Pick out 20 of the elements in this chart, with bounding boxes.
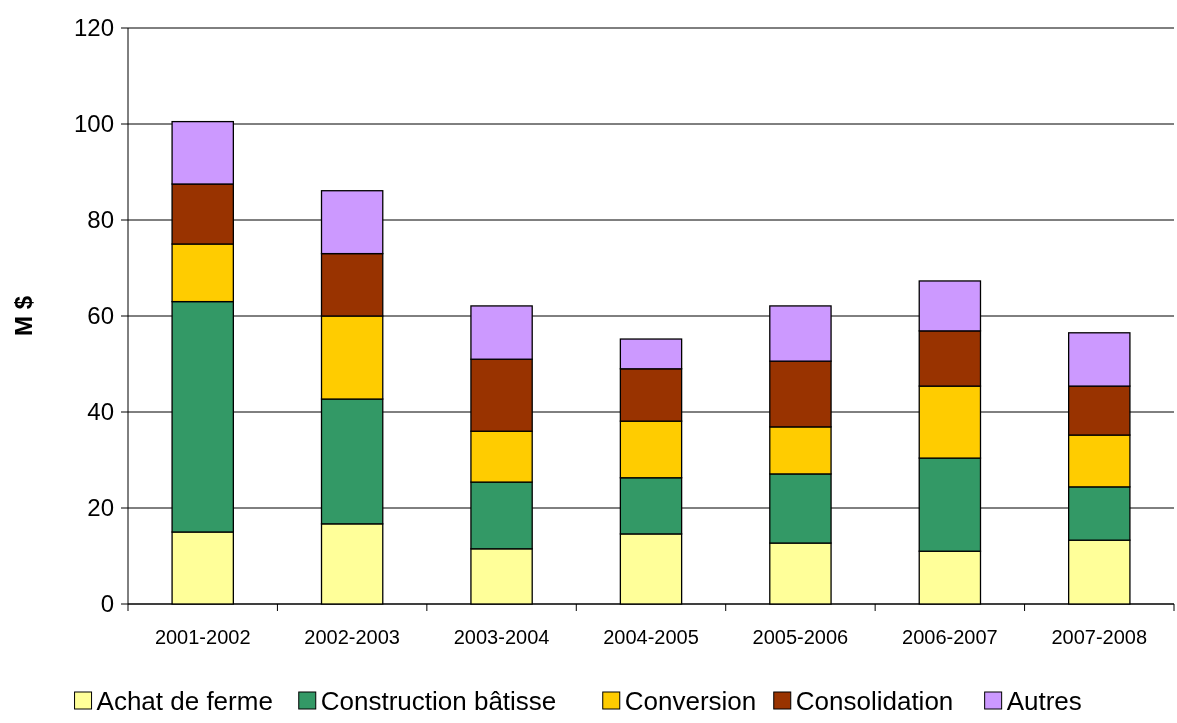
x-tick-label: 2006-2007 bbox=[902, 626, 998, 648]
x-tick-label: 2002-2003 bbox=[304, 626, 400, 648]
y-tick-label: 40 bbox=[87, 398, 114, 426]
y-tick-label: 0 bbox=[100, 590, 114, 618]
legend-label: Conversion bbox=[624, 686, 757, 716]
legend-label: Autres bbox=[1006, 686, 1082, 716]
x-tick-label: 2004-2005 bbox=[603, 626, 699, 648]
legend-label: Construction bâtisse bbox=[320, 686, 557, 716]
y-axis-title: M $ bbox=[10, 295, 37, 337]
y-tick-label: 100 bbox=[73, 110, 114, 138]
x-tick-label: 2001-2002 bbox=[154, 626, 251, 648]
legend-label: Consolidation bbox=[795, 686, 954, 716]
x-tick-label: 2007-2008 bbox=[1051, 626, 1148, 648]
y-tick-label: 120 bbox=[73, 14, 114, 42]
y-tick-label: 60 bbox=[87, 302, 114, 330]
y-tick-label: 80 bbox=[87, 206, 114, 234]
x-tick-label: 2003-2004 bbox=[453, 626, 550, 648]
y-tick-label: 20 bbox=[87, 494, 114, 522]
x-tick-label: 2005-2006 bbox=[752, 626, 849, 648]
legend-label: Achat de ferme bbox=[96, 686, 273, 716]
